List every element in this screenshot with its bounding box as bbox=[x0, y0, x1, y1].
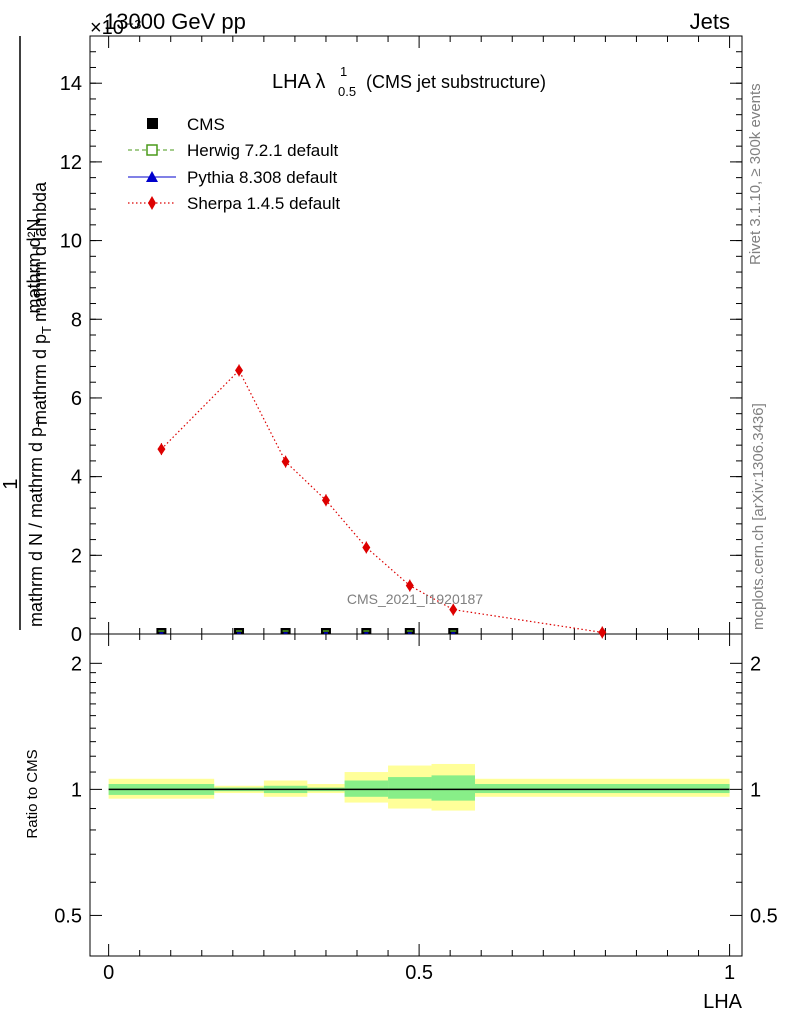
legend: CMS Herwig 7.2.1 default Pythia 8.308 de… bbox=[128, 115, 340, 213]
legend-cms-marker bbox=[147, 118, 158, 129]
y-label-nd-subscript: T bbox=[39, 326, 54, 334]
sherpa-point bbox=[281, 455, 290, 468]
legend-entry-pythia: Pythia 8.308 default bbox=[128, 168, 338, 187]
rivet-label: Rivet 3.1.10, ≥ 300k events bbox=[747, 83, 764, 265]
y-tick-label: 4 bbox=[71, 467, 82, 489]
legend-cms-label: CMS bbox=[187, 115, 225, 134]
y-label-nd-text: mathrm d p bbox=[30, 334, 50, 425]
x-axis-label: LHA bbox=[703, 991, 743, 1013]
energy-label: 13000 GeV pp bbox=[104, 9, 246, 34]
ratio-tick-label-right: 0.5 bbox=[750, 905, 778, 927]
ratio-tick-label-left: 1 bbox=[71, 779, 82, 801]
main-y-axis: 0 2 4 6 8 10 12 14 bbox=[60, 35, 742, 646]
x-tick-label: 1 bbox=[724, 962, 735, 984]
legend-entry-cms: CMS bbox=[147, 115, 225, 134]
y-label-den-subscript: T bbox=[35, 419, 50, 427]
sherpa-point bbox=[235, 364, 244, 377]
legend-entry-herwig: Herwig 7.2.1 default bbox=[128, 141, 338, 160]
y-tick-label: 14 bbox=[60, 73, 82, 95]
y-tick-label: 10 bbox=[60, 231, 82, 253]
process-label: Jets bbox=[690, 9, 730, 34]
ratio-y-label: Ratio to CMS bbox=[24, 749, 41, 838]
ratio-band-green bbox=[431, 775, 475, 801]
title-main: LHA λ bbox=[272, 71, 325, 93]
title-superscript: 1 bbox=[340, 64, 347, 79]
legend-entry-sherpa: Sherpa 1.4.5 default bbox=[128, 194, 340, 213]
sherpa-point bbox=[449, 603, 458, 616]
ratio-band-green bbox=[474, 783, 730, 794]
sherpa-point bbox=[157, 443, 166, 456]
sherpa-point bbox=[362, 541, 371, 554]
y-tick-label: 12 bbox=[60, 152, 82, 174]
legend-herwig-marker bbox=[146, 144, 158, 156]
main-y-axis-label: 1 mathrm d N / mathrm d pT mathrm d²N ma… bbox=[0, 36, 54, 630]
y-tick-label: 6 bbox=[71, 388, 82, 410]
ratio-band-green bbox=[388, 777, 432, 799]
ratio-y-axis: 0.5 0.5 1 1 2 2 bbox=[54, 653, 778, 927]
legend-herwig-label: Herwig 7.2.1 default bbox=[187, 141, 338, 160]
plot-title: LHA λ 1 0.5 (CMS jet substructure) bbox=[272, 64, 546, 99]
title-subscript: 0.5 bbox=[338, 84, 356, 99]
ratio-tick-label-right: 2 bbox=[750, 653, 761, 675]
y-tick-label: 8 bbox=[71, 309, 82, 331]
y-label-numerator-denominator: mathrm d pTmathrm d lambda bbox=[30, 181, 54, 425]
y-tick-label: 2 bbox=[71, 545, 82, 567]
ratio-tick-label-right: 1 bbox=[750, 779, 761, 801]
legend-sherpa-label: Sherpa 1.4.5 default bbox=[187, 194, 340, 213]
sherpa-point bbox=[321, 494, 330, 507]
legend-pythia-label: Pythia 8.308 default bbox=[187, 168, 338, 187]
sherpa-point bbox=[598, 626, 607, 639]
sherpa-point bbox=[405, 579, 414, 592]
x-tick-label: 0.5 bbox=[405, 962, 433, 984]
y-label-nd-suffix: mathrm d lambda bbox=[30, 181, 50, 322]
legend-sherpa-marker bbox=[148, 196, 156, 210]
x-tick-label: 0 bbox=[103, 962, 114, 984]
mcplots-label: mcplots.cern.ch [arXiv:1306.3436] bbox=[750, 403, 767, 630]
y-label-den-text: mathrm d N / mathrm d p bbox=[26, 427, 46, 627]
y-label-one: 1 bbox=[0, 478, 22, 489]
ratio-uncertainty-bands bbox=[108, 763, 730, 811]
y-tick-label: 0 bbox=[71, 624, 82, 646]
y-label-denominator: mathrm d N / mathrm d pT bbox=[26, 419, 50, 627]
title-suffix: (CMS jet substructure) bbox=[366, 72, 546, 92]
y-label-numerator: mathrm d²N bbox=[24, 218, 44, 313]
ratio-tick-label-left: 0.5 bbox=[54, 905, 82, 927]
data-series bbox=[156, 364, 607, 639]
y-exponent-label: ×10⁻³ bbox=[90, 17, 141, 39]
legend-pythia-marker bbox=[146, 171, 158, 182]
analysis-watermark: CMS_2021_I1920187 bbox=[347, 591, 483, 607]
x-axis: 0 0.5 1 bbox=[103, 36, 735, 984]
ratio-tick-label-left: 2 bbox=[71, 653, 82, 675]
ratio-plot-frame bbox=[89, 633, 743, 957]
